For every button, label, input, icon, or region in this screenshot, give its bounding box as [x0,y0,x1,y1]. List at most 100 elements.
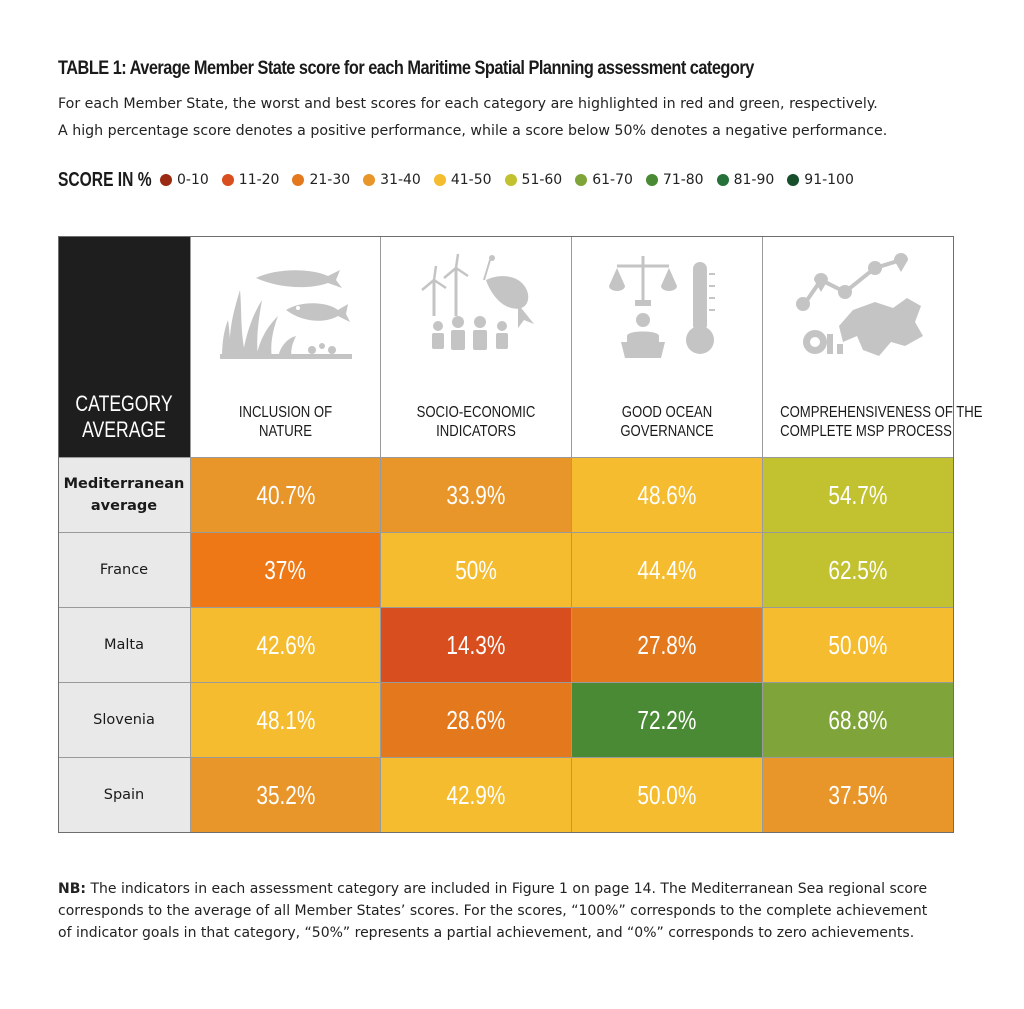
score-value: 37.5% [828,779,888,810]
score-cell: 72.2% [572,683,763,758]
row-label-text: Spain [104,784,145,806]
column-header-label: COMPREHENSIVENESS OF THE COMPLETE MSP PRO… [780,403,983,441]
legend-label: 71-80 [662,172,704,188]
score-cell: 48.6% [572,458,763,533]
score-value: 62.5% [828,554,888,585]
score-table: CATEGORY AVERAGE INCLUSION OF NATURE [58,236,983,833]
score-value: 42.9% [446,779,506,810]
column-header-line: SOCIO-ECONOMIC [416,404,536,421]
score-cell: 44.4% [572,533,763,608]
legend-label: 31-40 [380,172,421,188]
score-cell: 50% [381,533,572,608]
legend-item: 0-10 [160,172,209,188]
legend-swatch [504,174,517,186]
row-label-text: Mediterranean average [64,473,185,517]
column-icon [406,250,546,364]
score-cell: 40.7% [191,458,381,533]
score-value: 28.6% [446,704,506,735]
score-cell: 68.8% [763,683,954,758]
column-header-label: GOOD OCEAN GOVERNANCE [589,403,745,441]
column-header: SOCIO-ECONOMIC INDICATORS [381,236,572,458]
subtitle-line-1: For each Member State, the worst and bes… [58,96,878,112]
legend-item: 11-20 [221,172,280,188]
column-header-label: INCLUSION OF NATURE [208,403,363,441]
score-legend: SCORE IN % 0-10 11-20 21-30 31-40 41-50 51-60… [58,168,867,192]
score-cell: 14.3% [381,608,572,683]
legend-label: 11-20 [238,172,280,188]
legend-label: 91-100 [804,172,854,188]
legend-label: 51-60 [521,172,563,188]
row-label-line: Mediterranean [63,476,185,492]
column-header: COMPREHENSIVENESS OF THE COMPLETE MSP PRO… [763,236,983,458]
row-label-text: France [100,559,148,581]
legend-swatch [221,174,234,186]
row-label-line: Slovenia [93,712,155,728]
column-header: INCLUSION OF NATURE [191,236,381,458]
legend-label: 41-50 [450,172,492,188]
footnote: NB: The indicators in each assessment ca… [58,878,968,944]
legend-item: 41-50 [433,172,492,188]
row-label-line: France [99,562,149,578]
row-label-line: Malta [104,637,144,653]
column-header-label: SOCIO-ECONOMIC INDICATORS [398,403,554,441]
footnote-lead: NB: [58,881,86,897]
footnote-line-1: The indicators in each assessment catego… [86,881,928,897]
score-cell: 48.1% [191,683,381,758]
column-header-line: COMPLETE MSP PROCESS [780,423,952,440]
score-cell: 27.8% [572,608,763,683]
row-label: Mediterranean average [58,458,191,533]
legend-item: 61-70 [575,172,633,188]
nature-icon [219,270,352,359]
score-value: 44.4% [637,554,697,585]
legend-item: 71-80 [645,172,704,188]
column-header-line: COMPREHENSIVENESS OF THE [780,404,983,421]
row-label: Malta [58,608,191,683]
page-title: TABLE 1: Average Member State score for … [58,58,754,79]
legend-swatch [645,174,658,186]
legend-swatch [363,174,376,186]
legend-item: 31-40 [363,172,421,188]
legend-item: 21-30 [292,172,350,188]
column-icon [597,250,737,364]
score-cell: 42.6% [191,608,381,683]
score-cell: 50.0% [763,608,954,683]
score-value: 68.8% [828,704,888,735]
column-header-line: INCLUSION OF [238,404,333,421]
score-cell: 35.2% [191,758,381,833]
row-label-line: average [90,498,158,514]
legend-swatch [787,174,800,186]
corner-header-line: CATEGORY [75,391,173,416]
subtitle-line-2: A high percentage score denotes a positi… [58,123,888,139]
column-header-line: GOOD OCEAN [621,404,713,421]
column-header-line: NATURE [259,423,312,440]
score-value: 42.6% [255,629,315,660]
category-average-label: CATEGORY AVERAGE [71,391,177,443]
legend-label: 0-10 [177,172,209,188]
score-value: 33.9% [446,479,506,510]
legend-item: 81-90 [716,172,774,188]
column-header-line: INDICATORS [436,423,516,440]
score-value: 50.0% [637,779,697,810]
score-value: 40.7% [255,479,315,510]
row-label: France [58,533,191,608]
row-label-text: Slovenia [93,709,155,731]
score-value: 50% [455,554,497,585]
corner-header-line: AVERAGE [82,417,166,442]
score-value: 54.7% [828,479,888,510]
column-header-line: GOVERNANCE [620,423,714,440]
msp-process-icon [796,253,923,356]
score-value: 37% [264,554,307,585]
score-cell: 37% [191,533,381,608]
score-cell: 37.5% [763,758,954,833]
category-average-header: CATEGORY AVERAGE [58,236,191,458]
legend-title: SCORE IN % [58,168,152,191]
score-cell: 54.7% [763,458,954,533]
legend-swatch [433,174,446,186]
legend-items: 0-10 11-20 21-30 31-40 41-50 51-60 61-70 71-80 8… [160,172,867,188]
row-label: Spain [58,758,191,833]
legend-swatch [716,174,729,186]
legend-item: 51-60 [504,172,563,188]
legend-label: 21-30 [309,172,351,188]
column-icon [216,250,356,364]
score-value: 72.2% [637,704,697,735]
